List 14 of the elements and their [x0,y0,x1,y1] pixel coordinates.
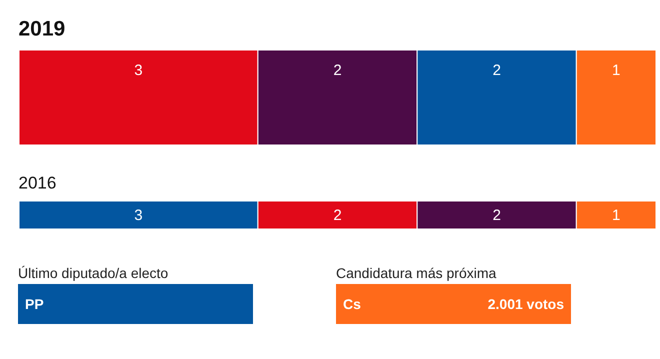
party-box: Cs 2.001 votos [336,284,571,324]
data-label: 2 [333,62,342,79]
data-label: 1 [612,62,620,79]
text: Candidatura más próxima [336,264,498,283]
data-label: 3 [134,207,143,224]
data-label: 2 [492,207,501,224]
chart-title: 2019 [18,18,66,40]
party-box: PP [18,284,253,324]
data-label: 2 [333,207,342,224]
text: Último diputado/a electo [18,264,170,283]
chart-title: 2016 [18,174,56,192]
data-label: 1 [612,207,620,224]
data-label: 2 [492,62,501,79]
data-label: 3 [134,62,143,79]
